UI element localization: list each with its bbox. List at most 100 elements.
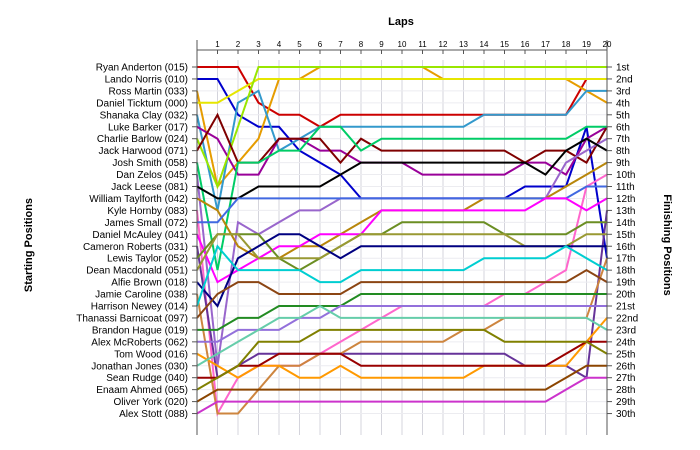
- x-tick-label: 3: [256, 40, 261, 49]
- driver-line-5: [196, 89, 607, 211]
- starting-position-label: Charlie Barlow (024): [97, 134, 188, 145]
- tick-layer: 1 2 3 4 5 6 7 8 9 10 11 12 13 14 15 16 17 18 19 20: [192, 40, 612, 415]
- finishing-position-label: 1st: [616, 63, 630, 74]
- left-axis-title: Starting Positions: [23, 198, 35, 292]
- driver-line-7: [196, 66, 607, 190]
- finishing-position-label: 25th: [616, 349, 635, 360]
- driver-line-4: [197, 78, 607, 104]
- finishing-position-label: 13th: [616, 206, 635, 217]
- finishing-position-label: 2nd: [616, 74, 633, 85]
- starting-position-label: Harrison Newey (014): [91, 302, 188, 313]
- finishing-position-label: 21st: [616, 302, 635, 313]
- driver-line-30: [196, 376, 607, 415]
- driver-line-23: [197, 293, 607, 331]
- driver-line-15: [196, 197, 608, 284]
- driver-line-28: [196, 328, 608, 391]
- starting-position-label: Dean Macdonald (051): [86, 266, 188, 277]
- starting-position-label: James Small (072): [105, 218, 188, 229]
- driver-line-21: [196, 244, 608, 307]
- finishing-position-label: 8th: [616, 146, 630, 157]
- finishing-position-label: 5th: [616, 110, 630, 121]
- x-axis-title: Laps: [388, 16, 414, 28]
- x-tick-label: 15: [500, 40, 509, 49]
- starting-position-label: Luke Barker (017): [108, 122, 188, 133]
- starting-position-label: Shanaka Clay (032): [100, 110, 188, 121]
- x-tick-label: 14: [480, 40, 489, 49]
- x-tick-label: 7: [338, 40, 343, 49]
- finishing-position-label: 10th: [616, 170, 635, 181]
- x-tick-label: 20: [603, 40, 612, 49]
- finishing-position-label: 23rd: [616, 325, 636, 336]
- driver-line-19: [196, 233, 607, 308]
- driver-line-11: [196, 137, 608, 200]
- x-tick-label: 5: [297, 40, 302, 49]
- finishing-position-label: 24th: [616, 337, 635, 348]
- starting-position-label: Jamie Caroline (038): [95, 290, 188, 301]
- starting-position-label: Enaam Ahmed (065): [96, 385, 188, 396]
- starting-position-label: Sean Rudge (040): [106, 373, 188, 384]
- starting-position-label: Daniel McAuley (041): [92, 230, 188, 241]
- starting-position-label: Tom Wood (016): [114, 349, 188, 360]
- x-tick-label: 4: [277, 40, 282, 49]
- finishing-position-label: 12th: [616, 194, 635, 205]
- finishing-position-label: 26th: [616, 361, 635, 372]
- starting-position-label: Alex Stott (088): [119, 409, 188, 420]
- x-tick-label: 12: [439, 40, 448, 49]
- finishing-position-label: 7th: [616, 134, 630, 145]
- label-layer: Ryan Anderton (015)Lando Norris (010)Ros…: [76, 63, 638, 421]
- x-tick-label: 8: [359, 40, 364, 49]
- driver-line-24: [197, 305, 607, 343]
- finishing-position-label: 4th: [616, 98, 630, 109]
- x-tick-label: 10: [398, 40, 407, 49]
- finishing-position-label: 18th: [616, 266, 635, 277]
- finishing-position-label: 6th: [616, 122, 630, 133]
- x-tick-label: 2: [236, 40, 241, 49]
- x-tick-label: 9: [379, 40, 384, 49]
- starting-position-label: Josh Smith (058): [112, 158, 188, 169]
- starting-position-label: Alfie Brown (018): [111, 278, 188, 289]
- starting-position-label: Ross Martin (033): [109, 86, 188, 97]
- starting-position-label: Jack Harwood (071): [99, 146, 188, 157]
- starting-position-label: Lando Norris (010): [105, 74, 188, 85]
- driver-line-29: [196, 364, 607, 403]
- driver-line-27: [197, 340, 607, 379]
- starting-position-label: Daniel Ticktum (000): [96, 98, 188, 109]
- starting-position-label: Alex McRoberts (062): [91, 337, 188, 348]
- finishing-position-label: 20th: [616, 290, 635, 301]
- finishing-position-label: 17th: [616, 254, 635, 265]
- right-axis-title: Finishing Positions: [661, 194, 673, 295]
- starting-position-label: Brandon Hague (019): [92, 325, 188, 336]
- finishing-position-label: 30th: [616, 409, 635, 420]
- starting-position-label: Dan Zelos (045): [116, 170, 188, 181]
- driver-line-26: [196, 304, 608, 367]
- driver-line-9: [196, 125, 607, 271]
- starting-position-label: Cameron Roberts (031): [83, 242, 188, 253]
- starting-position-label: Jonathan Jones (030): [91, 361, 188, 372]
- finishing-position-label: 14th: [616, 218, 635, 229]
- finishing-position-label: 29th: [616, 397, 635, 408]
- starting-position-label: Thanassi Barnicoat (097): [76, 313, 188, 324]
- x-tick-label: 17: [541, 40, 550, 49]
- finishing-position-label: 28th: [616, 385, 635, 396]
- finishing-position-label: 3rd: [616, 86, 630, 97]
- x-tick-label: 11: [418, 40, 427, 49]
- driver-line-22: [196, 268, 608, 319]
- starting-position-label: Ryan Anderton (015): [96, 63, 188, 74]
- finishing-position-label: 9th: [616, 158, 630, 169]
- finishing-position-label: 16th: [616, 242, 635, 253]
- chart-grid: [197, 60, 608, 435]
- x-tick-label: 6: [318, 40, 323, 49]
- series-layer: [196, 66, 608, 417]
- starting-position-label: Lewis Taylor (052): [107, 254, 188, 265]
- finishing-position-label: 22nd: [616, 313, 638, 324]
- starting-position-label: Oliver York (020): [114, 397, 188, 408]
- finishing-position-label: 11th: [616, 182, 635, 193]
- x-tick-label: 18: [562, 40, 571, 49]
- finishing-position-label: 19th: [616, 278, 635, 289]
- x-tick-label: 1: [215, 40, 220, 49]
- driver-line-14: [197, 185, 607, 224]
- driver-line-8: [196, 112, 608, 165]
- x-tick-label: 13: [459, 40, 468, 49]
- finishing-position-label: 15th: [616, 230, 635, 241]
